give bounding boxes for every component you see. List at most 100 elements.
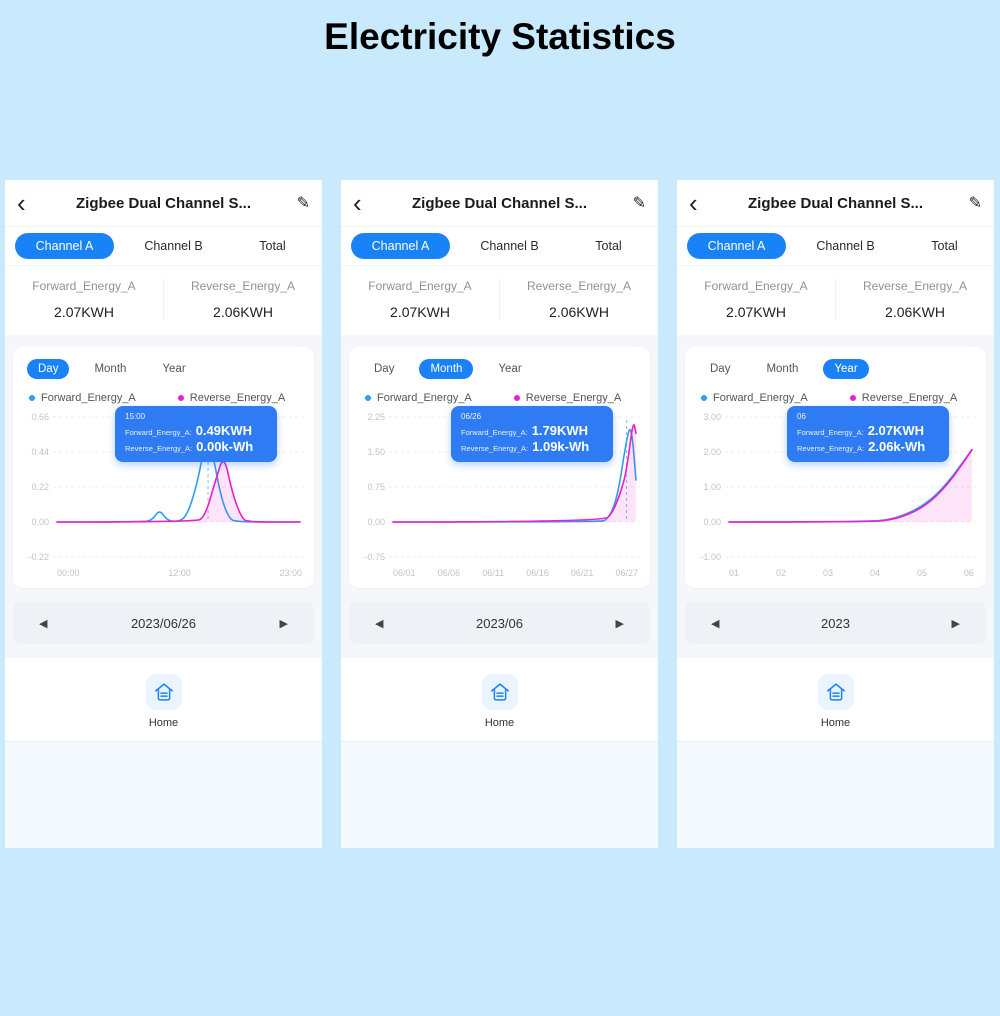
line-chart-svg <box>53 416 304 558</box>
tab-total[interactable]: Total <box>931 239 958 253</box>
back-icon[interactable]: ‹ <box>353 188 362 218</box>
tab-year[interactable]: Year <box>823 359 869 379</box>
home-label: Home <box>484 717 515 729</box>
date-navigator: ◀ 2023/06 ▶ <box>349 602 650 644</box>
tab-year[interactable]: Year <box>498 363 522 375</box>
legend-dot-forward-icon <box>365 395 371 401</box>
chevron-left-icon[interactable]: ◀ <box>39 617 48 630</box>
device-title: Zigbee Dual Channel S... <box>747 194 924 212</box>
chart-card: Day Month Year Forward_Energy_A Reverse_… <box>349 347 650 588</box>
tab-total[interactable]: Total <box>259 239 286 253</box>
channel-tabs: Channel A Channel B Total <box>5 227 322 266</box>
stat-label: Forward_Energy_A <box>704 279 808 293</box>
chevron-right-icon[interactable]: ▶ <box>279 617 288 630</box>
stat-value: 2.06KWH <box>885 304 945 320</box>
tab-channel-b[interactable]: Channel B <box>816 239 875 253</box>
y-tick: 0.22 <box>31 482 49 492</box>
tab-month[interactable]: Month <box>94 363 127 375</box>
home-label: Home <box>820 717 851 729</box>
y-tick: 3.00 <box>703 412 721 422</box>
tab-day[interactable]: Day <box>710 363 731 375</box>
tab-channel-a[interactable]: Channel A <box>351 233 450 259</box>
x-tick: 06/01 <box>393 568 416 578</box>
y-tick: 0.00 <box>367 517 385 527</box>
chart-card: Day Month Year Forward_Energy_A Reverse_… <box>13 347 314 588</box>
energy-stats: Forward_Energy_A 2.07KWH Reverse_Energy_… <box>341 266 658 335</box>
phone-panel-year: ‹ Zigbee Dual Channel S... ✎ Channel A C… <box>677 180 994 848</box>
legend-dot-forward-icon <box>29 395 35 401</box>
back-icon[interactable]: ‹ <box>17 188 26 218</box>
edit-icon[interactable]: ✎ <box>296 195 310 212</box>
edit-icon[interactable]: ✎ <box>968 195 982 212</box>
home-icon <box>817 674 854 710</box>
chart-tooltip: 06/26 Forward_Energy_A: 1.79KWH Reverse_E… <box>451 406 613 462</box>
x-tick: 12:00 <box>168 568 191 578</box>
date-value: 2023/06/26 <box>130 615 197 631</box>
stat-value: 2.06KWH <box>213 304 273 320</box>
back-icon[interactable]: ‹ <box>689 188 698 218</box>
tab-channel-b[interactable]: Channel B <box>480 239 539 253</box>
chart-tooltip: 15:00 Forward_Energy_A: 0.49KWH Reverse_E… <box>115 406 277 462</box>
x-tick: 04 <box>869 568 880 578</box>
chevron-left-icon[interactable]: ◀ <box>375 617 384 630</box>
stat-label: Reverse_Energy_A <box>190 279 296 293</box>
legend-reverse: Reverse_Energy_A <box>177 392 285 404</box>
legend-label: Reverse_Energy_A <box>525 392 622 404</box>
y-tick: -0.22 <box>28 552 49 562</box>
tab-day[interactable]: Day <box>374 363 395 375</box>
chart-legend: Forward_Energy_A Reverse_Energy_A <box>695 392 976 404</box>
tooltip-label: Reverse_Energy_A: <box>125 444 193 453</box>
tab-total[interactable]: Total <box>595 239 622 253</box>
edit-icon[interactable]: ✎ <box>632 195 646 212</box>
x-axis-labels: 01 02 03 04 05 06 <box>729 568 974 578</box>
chevron-right-icon[interactable]: ▶ <box>951 617 960 630</box>
line-chart-svg <box>725 416 976 558</box>
y-tick: 0.66 <box>31 412 49 422</box>
tab-channel-a[interactable]: Channel A <box>15 233 114 259</box>
chart-legend: Forward_Energy_A Reverse_Energy_A <box>23 392 304 404</box>
chart-section: Day Month Year Forward_Energy_A Reverse_… <box>677 335 994 658</box>
stat-forward-energy: Forward_Energy_A 2.07KWH <box>5 279 163 320</box>
line-chart-plot[interactable]: 15:00 Forward_Energy_A: 0.49KWH Reverse_E… <box>53 406 304 562</box>
date-navigator: ◀ 2023/06/26 ▶ <box>13 602 314 644</box>
period-tabs: Day Month Year <box>359 359 640 379</box>
stat-reverse-energy: Reverse_Energy_A 2.06KWH <box>499 279 658 320</box>
y-tick: 2.00 <box>703 447 721 457</box>
chart-legend: Forward_Energy_A Reverse_Energy_A <box>359 392 640 404</box>
stat-reverse-energy: Reverse_Energy_A 2.06KWH <box>163 279 322 320</box>
tooltip-title: 06/26 <box>461 412 482 421</box>
stat-value: 2.07KWH <box>390 304 450 320</box>
line-chart-plot[interactable]: 06/26 Forward_Energy_A: 1.79KWH Reverse_E… <box>389 406 640 562</box>
stat-label: Reverse_Energy_A <box>526 279 632 293</box>
x-tick: 23:00 <box>279 568 302 578</box>
legend-reverse: Reverse_Energy_A <box>849 392 957 404</box>
device-title: Zigbee Dual Channel S... <box>411 194 588 212</box>
line-chart-plot[interactable]: 06 Forward_Energy_A: 2.07KWH Reverse_Ener… <box>725 406 976 562</box>
app-header: ‹ Zigbee Dual Channel S... ✎ <box>341 180 658 227</box>
chart-card: Day Month Year Forward_Energy_A Reverse_… <box>685 347 986 588</box>
chevron-right-icon[interactable]: ▶ <box>615 617 624 630</box>
chart-tooltip: 06 Forward_Energy_A: 2.07KWH Reverse_Ener… <box>787 406 949 462</box>
tab-channel-a[interactable]: Channel A <box>687 233 786 259</box>
footer-strip <box>341 741 658 848</box>
stat-value: 2.07KWH <box>54 304 114 320</box>
home-button[interactable]: Home <box>481 674 518 729</box>
home-button[interactable]: Home <box>817 674 854 729</box>
x-tick: 06/21 <box>570 568 594 578</box>
chart-section: Day Month Year Forward_Energy_A Reverse_… <box>5 335 322 658</box>
chevron-left-icon[interactable]: ◀ <box>711 617 720 630</box>
y-tick: 2.25 <box>367 412 385 422</box>
stat-reverse-energy: Reverse_Energy_A 2.06KWH <box>835 279 994 320</box>
tooltip-value: 0.00k-Wh <box>196 439 254 454</box>
period-tabs: Day Month Year <box>695 359 976 379</box>
phone-panel-month: ‹ Zigbee Dual Channel S... ✎ Channel A C… <box>341 180 658 848</box>
tab-month[interactable]: Month <box>766 363 799 375</box>
tab-year[interactable]: Year <box>162 363 186 375</box>
tab-channel-b[interactable]: Channel B <box>144 239 203 253</box>
chart-area: 3.00 2.00 1.00 0.00 -1.00 06 Forward_Ene… <box>695 406 976 562</box>
home-button[interactable]: Home <box>145 674 182 729</box>
stat-forward-energy: Forward_Energy_A 2.07KWH <box>677 279 835 320</box>
tab-month[interactable]: Month <box>419 359 474 379</box>
tooltip-value: 2.07KWH <box>867 423 925 438</box>
tab-day[interactable]: Day <box>27 359 70 379</box>
